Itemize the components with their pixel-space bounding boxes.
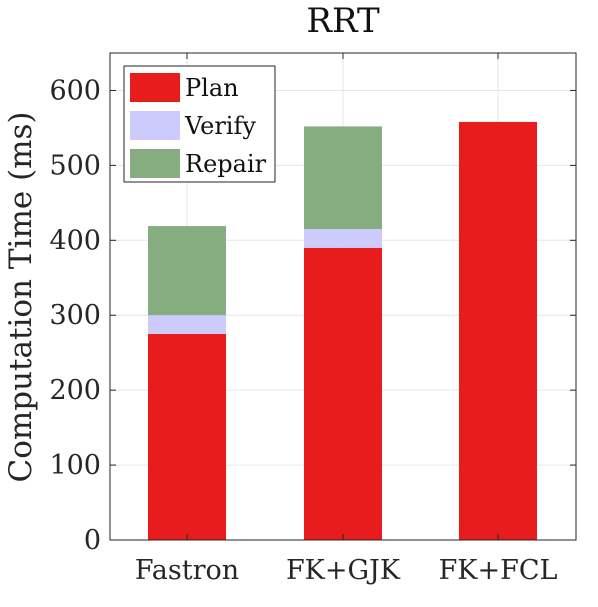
y-tick-label: 0 [84,525,101,556]
y-tick-label: 100 [49,450,101,481]
x-tick-label: FK+GJK [286,555,401,586]
chart-title: RRT [306,1,380,41]
bar-repair-fastron [148,226,226,316]
y-tick-label: 200 [49,375,101,406]
y-tick-label: 600 [49,75,101,106]
legend-label-verify: Verify [184,112,256,140]
bar-repair-fk-gjk [304,126,382,230]
x-tick-label: FK+FCL [439,555,558,586]
y-tick-label: 400 [49,225,101,256]
legend-label-plan: Plan [185,74,239,102]
x-axis: Fastron FK+GJK FK+FCL [135,53,558,586]
legend: Plan Verify Repair [123,65,276,183]
legend-swatch-verify [130,111,180,140]
bar-plan-fk-fcl [459,121,537,540]
bars [148,121,537,541]
y-axis: 0 100 200 300 400 500 600 [49,75,576,556]
bar-plan-fk-gjk [304,247,382,541]
bar-verify-fk-gjk [304,229,382,248]
legend-swatch-repair [130,149,180,178]
x-tick-label: Fastron [135,555,239,586]
bar-plan-fastron [148,333,226,540]
y-axis-label: Computation Time (ms) [3,111,39,482]
legend-swatch-plan [130,73,180,102]
legend-label-repair: Repair [185,150,267,178]
y-tick-label: 300 [49,300,101,331]
bar-verify-fastron [148,315,226,334]
y-tick-label: 500 [49,150,101,181]
